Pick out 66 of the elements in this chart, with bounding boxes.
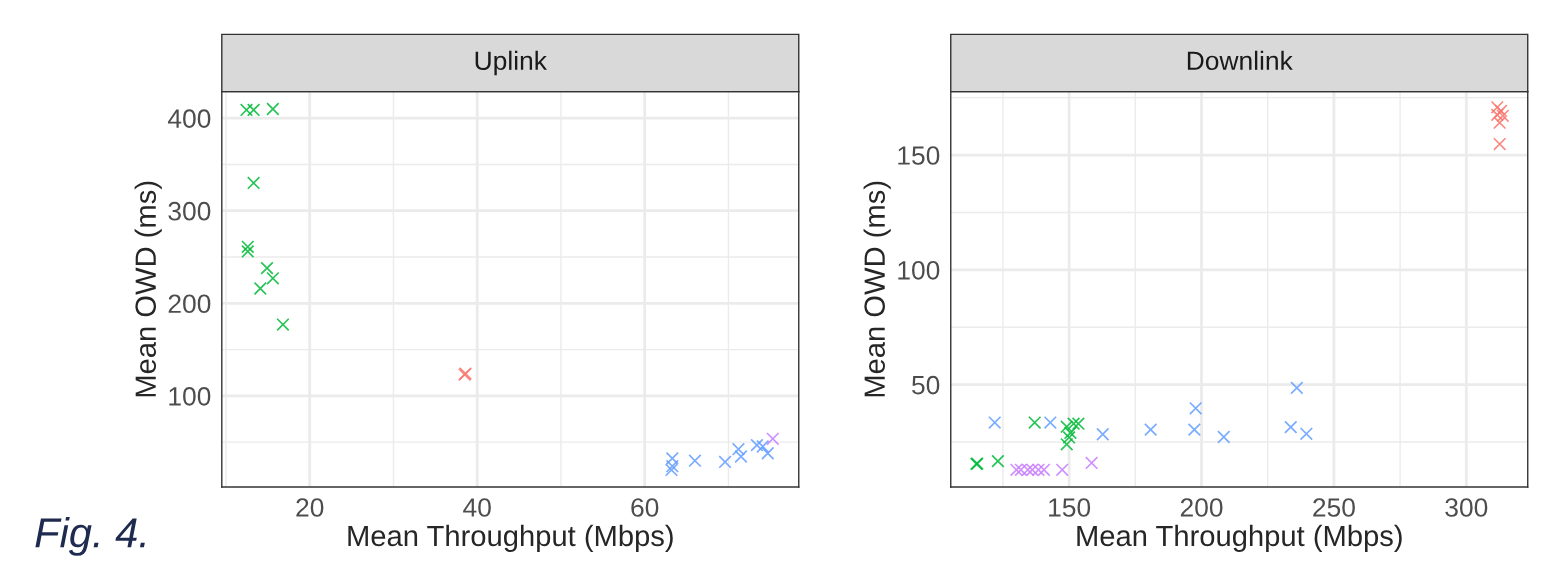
point — [1028, 415, 1042, 430]
point — [241, 240, 255, 254]
point — [665, 451, 679, 465]
point — [266, 271, 280, 285]
point — [1490, 100, 1504, 114]
x-tick-label: 40 — [463, 498, 491, 517]
y-tick-label: 150 — [898, 146, 940, 165]
point — [246, 103, 261, 117]
point — [1290, 381, 1304, 395]
point — [1493, 137, 1507, 151]
y-tick-label: 300 — [168, 201, 211, 221]
point — [766, 432, 780, 446]
y-axis-title: Mean OWD (ms) — [863, 181, 891, 397]
x-tick-label: 300 — [1445, 498, 1488, 517]
point — [1217, 430, 1231, 444]
point — [276, 317, 290, 332]
point — [1496, 109, 1510, 123]
point — [1063, 426, 1078, 440]
x-axis-title: Mean Throughput (Mbps) — [348, 524, 673, 553]
point — [1189, 401, 1203, 415]
point — [239, 103, 254, 117]
x-tick-label: 200 — [1180, 498, 1223, 517]
y-tick-label: 50 — [912, 375, 940, 395]
point — [1187, 423, 1202, 437]
point — [688, 454, 702, 468]
point — [1055, 463, 1069, 477]
point — [734, 449, 748, 464]
chart-title: Downlink — [1187, 50, 1293, 71]
x-tick-label: 20 — [296, 498, 324, 517]
point — [1043, 415, 1057, 430]
point — [266, 102, 280, 116]
y-tick-label: 100 — [898, 260, 940, 280]
point — [756, 439, 770, 454]
point — [253, 281, 267, 296]
point — [1494, 104, 1508, 118]
x-tick-label: 250 — [1313, 498, 1355, 517]
point — [750, 438, 764, 452]
point — [988, 415, 1002, 430]
point — [1060, 437, 1074, 451]
point — [1299, 427, 1314, 441]
x-axis-title: Mean Throughput (Mbps) — [1077, 524, 1402, 553]
x-tick-label: 150 — [1049, 498, 1091, 517]
y-tick-label: 200 — [168, 294, 211, 314]
point — [246, 176, 261, 190]
chart-title: Uplink — [475, 50, 547, 76]
point — [664, 463, 679, 477]
point — [260, 261, 274, 275]
point — [1144, 423, 1158, 437]
point — [761, 446, 775, 460]
point — [1284, 420, 1298, 434]
y-tick-label: 100 — [169, 387, 211, 406]
point — [731, 442, 746, 456]
point — [1096, 427, 1110, 441]
point — [718, 455, 732, 469]
point — [1084, 456, 1099, 470]
x-tick-label: 60 — [631, 498, 659, 517]
point — [991, 454, 1005, 468]
point — [1066, 417, 1081, 431]
point — [241, 244, 255, 259]
point — [1490, 108, 1504, 122]
point — [1493, 116, 1507, 130]
y-axis-title: Mean OWD (ms) — [134, 181, 162, 397]
point — [1062, 430, 1076, 445]
point — [665, 459, 679, 473]
y-tick-label: 400 — [167, 109, 211, 128]
caption: Fig. 4. — [35, 516, 145, 556]
